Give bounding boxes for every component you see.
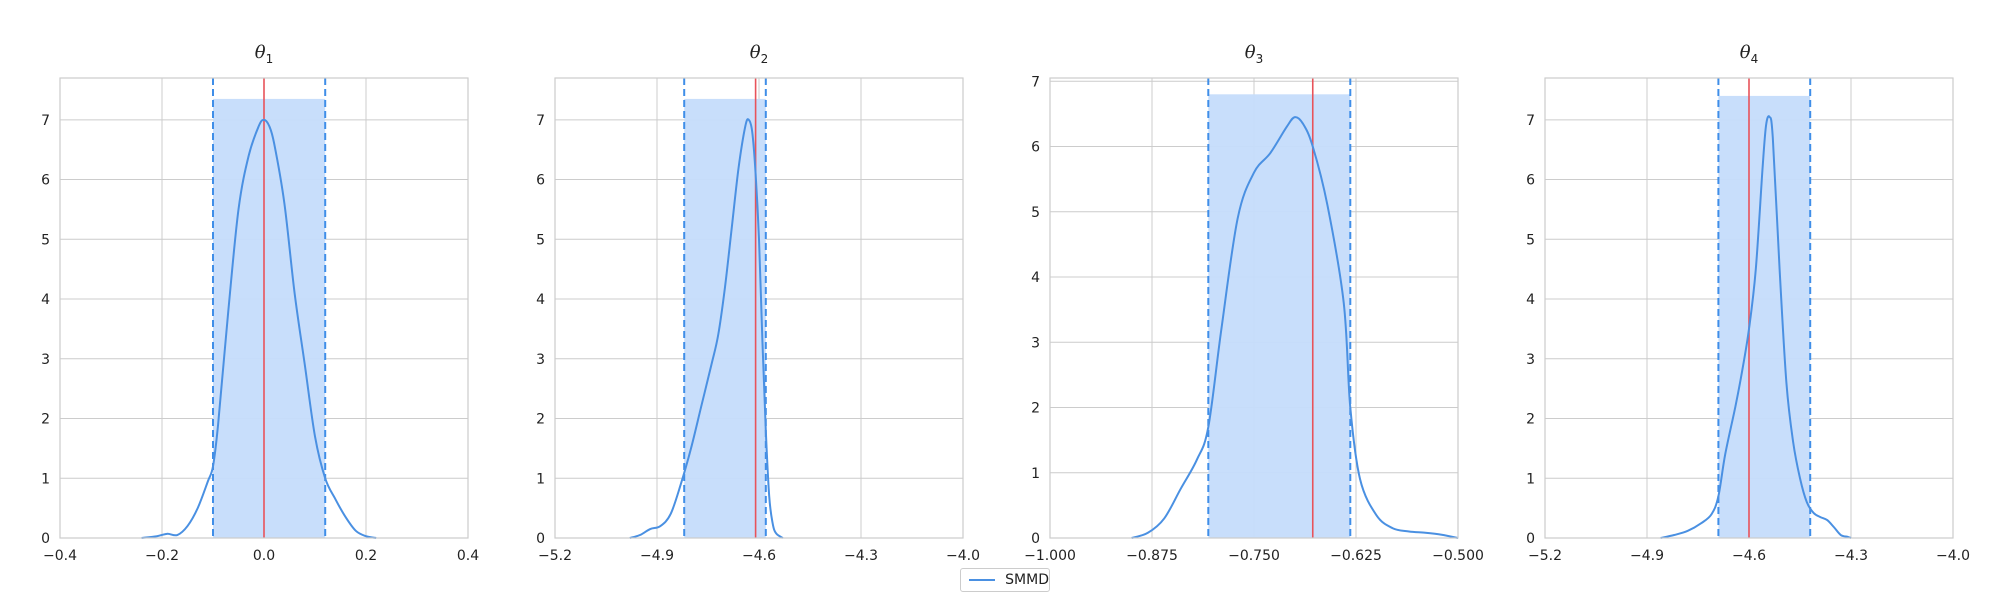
- y-tick-label: 1: [536, 471, 545, 487]
- density-curve-smmd: [1660, 115, 1852, 539]
- y-tick-label: 3: [1031, 335, 1040, 351]
- y-tick-label: 1: [1031, 466, 1040, 482]
- y-tick-label: 5: [536, 232, 545, 248]
- x-tick-label: −0.500: [1432, 548, 1484, 564]
- axes-frame: [1049, 77, 1459, 539]
- panel-title-subscript: 3: [1256, 52, 1264, 66]
- density-curve-smmd: [629, 118, 784, 539]
- legend-line-swatch: [969, 579, 996, 581]
- panel-title-symbol: θ: [255, 42, 266, 63]
- density-curve-smmd: [141, 118, 377, 539]
- panel-title-subscript: 2: [761, 52, 769, 66]
- y-tick-label: 0: [41, 531, 50, 547]
- y-tick-label: 4: [1031, 270, 1040, 286]
- y-tick-label: 1: [1526, 471, 1535, 487]
- y-tick-label: 6: [41, 173, 50, 189]
- x-tick-label: −0.625: [1330, 548, 1382, 564]
- y-tick-label: 0: [536, 531, 545, 547]
- x-tick-label: −4.0: [946, 548, 980, 564]
- legend-label: SMMD: [1005, 572, 1049, 588]
- y-tick-label: 3: [536, 352, 545, 368]
- x-tick-label: −0.750: [1228, 548, 1280, 564]
- y-tick-label: 5: [1526, 232, 1535, 248]
- x-tick-label: −1.000: [1024, 548, 1076, 564]
- axes-frame: [554, 77, 964, 539]
- x-tick-label: 0.4: [457, 548, 479, 564]
- panel-title-subscript: 1: [266, 52, 274, 66]
- interval-band: [1208, 94, 1351, 538]
- x-tick-label: −5.2: [1528, 548, 1562, 564]
- y-tick-label: 4: [41, 292, 50, 308]
- x-tick-label: 0.0: [253, 548, 275, 564]
- x-tick-label: −4.3: [1834, 548, 1868, 564]
- x-tick-label: −4.3: [844, 548, 878, 564]
- panel-title-symbol: θ: [1740, 42, 1751, 63]
- panel-title: θ3: [1245, 42, 1263, 66]
- x-tick-label: −4.9: [640, 548, 674, 564]
- x-tick-label: −4.6: [1732, 548, 1766, 564]
- y-tick-label: 3: [1526, 352, 1535, 368]
- y-tick-label: 2: [1526, 412, 1535, 428]
- y-tick-label: 7: [536, 113, 545, 129]
- y-tick-label: 5: [41, 232, 50, 248]
- x-tick-label: −0.875: [1126, 548, 1178, 564]
- panel-title-symbol: θ: [750, 42, 761, 63]
- y-tick-label: 3: [41, 352, 50, 368]
- y-tick-label: 6: [536, 173, 545, 189]
- y-tick-label: 1: [41, 471, 50, 487]
- axes-frame: [1544, 77, 1954, 539]
- x-tick-label: 0.2: [355, 548, 377, 564]
- interval-band: [684, 98, 766, 538]
- y-tick-label: 2: [536, 412, 545, 428]
- density-curve-smmd: [1131, 116, 1459, 539]
- panel-title-subscript: 4: [1751, 52, 1759, 66]
- x-tick-label: −0.4: [43, 548, 77, 564]
- panel-title: θ4: [1740, 42, 1758, 66]
- panel-title-symbol: θ: [1245, 42, 1256, 63]
- interval-band: [213, 98, 326, 538]
- y-tick-label: 7: [1031, 74, 1040, 90]
- y-tick-label: 4: [536, 292, 545, 308]
- legend: SMMD: [960, 568, 1050, 592]
- panel-title: θ2: [750, 42, 768, 66]
- x-tick-label: −0.2: [145, 548, 179, 564]
- y-tick-label: 4: [1526, 292, 1535, 308]
- y-tick-label: 6: [1031, 140, 1040, 156]
- x-tick-label: −4.9: [1630, 548, 1664, 564]
- x-tick-label: −4.0: [1936, 548, 1970, 564]
- y-tick-label: 7: [41, 113, 50, 129]
- y-tick-label: 6: [1526, 173, 1535, 189]
- interval-band: [1718, 95, 1811, 538]
- y-tick-label: 0: [1526, 531, 1535, 547]
- y-tick-label: 5: [1031, 205, 1040, 221]
- axes-frame: [59, 77, 469, 539]
- y-tick-label: 0: [1031, 531, 1040, 547]
- panel-title: θ1: [255, 42, 273, 66]
- y-tick-label: 2: [1031, 401, 1040, 417]
- x-tick-label: −4.6: [742, 548, 776, 564]
- x-tick-label: −5.2: [538, 548, 572, 564]
- y-tick-label: 7: [1526, 113, 1535, 129]
- y-tick-label: 2: [41, 412, 50, 428]
